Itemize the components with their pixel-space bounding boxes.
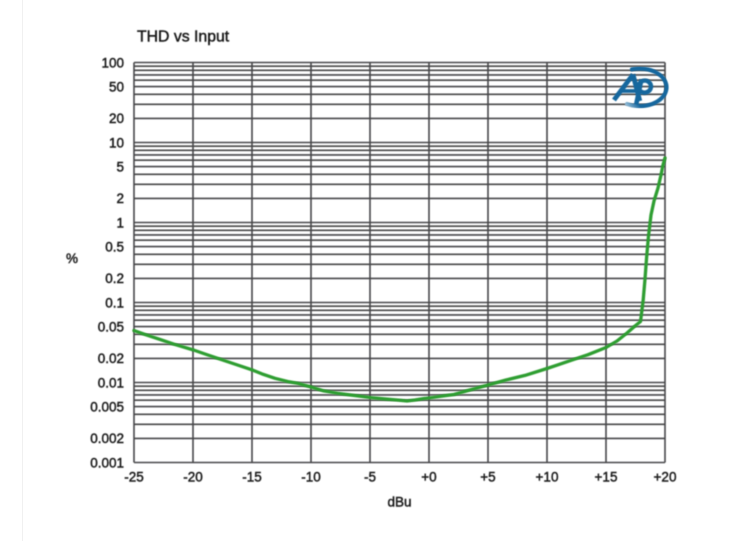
- svg-text:-20: -20: [183, 470, 203, 485]
- svg-text:20: 20: [109, 111, 124, 126]
- svg-text:0.05: 0.05: [98, 319, 124, 334]
- svg-text:5: 5: [116, 159, 124, 174]
- svg-text:100: 100: [101, 55, 124, 70]
- svg-text:1: 1: [116, 215, 124, 230]
- svg-text:+5: +5: [480, 470, 495, 485]
- svg-text:-25: -25: [124, 470, 144, 485]
- svg-text:dBu: dBu: [387, 495, 411, 510]
- svg-text:0.1: 0.1: [105, 295, 124, 310]
- svg-text:+0: +0: [421, 470, 436, 485]
- svg-text:THD vs Input: THD vs Input: [137, 29, 230, 46]
- svg-text:0.2: 0.2: [105, 271, 124, 286]
- svg-text:+15: +15: [595, 470, 618, 485]
- svg-text:0.5: 0.5: [105, 239, 124, 254]
- svg-text:-10: -10: [301, 470, 321, 485]
- svg-text:+20: +20: [654, 470, 677, 485]
- svg-text:0.005: 0.005: [90, 399, 124, 414]
- svg-text:0.01: 0.01: [98, 375, 124, 390]
- svg-text:0.002: 0.002: [90, 431, 124, 446]
- svg-text:50: 50: [109, 79, 124, 94]
- svg-text:0.02: 0.02: [98, 351, 124, 366]
- svg-text:-5: -5: [364, 470, 376, 485]
- svg-text:%: %: [66, 251, 78, 266]
- svg-text:2: 2: [116, 191, 124, 206]
- svg-text:0.001: 0.001: [90, 455, 124, 470]
- svg-text:-15: -15: [242, 470, 262, 485]
- svg-text:+10: +10: [536, 470, 559, 485]
- svg-text:10: 10: [109, 135, 124, 150]
